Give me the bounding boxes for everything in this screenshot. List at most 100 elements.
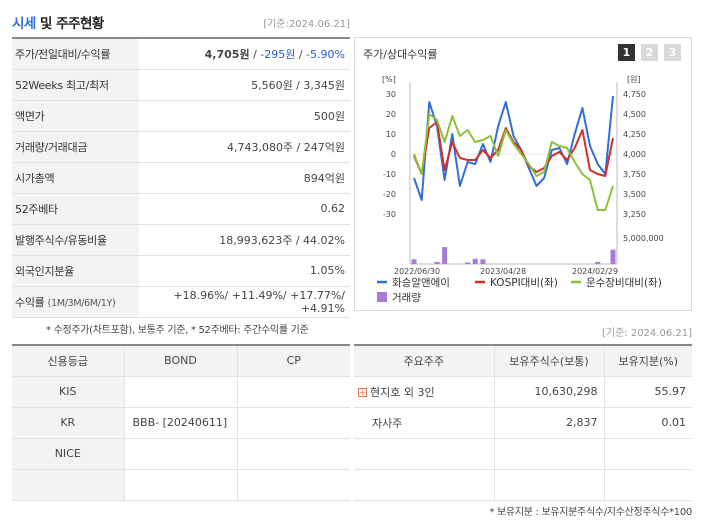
price-change-rate: -5.90% bbox=[306, 47, 345, 61]
quote-value: 5,560원 / 3,345원 bbox=[139, 69, 350, 101]
credit-cp bbox=[237, 469, 350, 501]
left-tick-label: -30 bbox=[383, 210, 396, 219]
quote-value: +18.96%/ +11.49%/ +17.77%/ +4.91% bbox=[139, 286, 350, 318]
quote-label: 주가/전일대비/수익률 bbox=[12, 38, 139, 70]
current-price: 4,705원 bbox=[204, 47, 250, 61]
credit-header: BOND bbox=[124, 345, 238, 377]
series-line bbox=[413, 121, 614, 177]
credit-cp bbox=[237, 438, 350, 470]
credit-row: KR BBB- [20240611] bbox=[12, 407, 350, 439]
quote-value: 18,993,623주 / 44.02% bbox=[139, 224, 350, 256]
left-tick-label: -10 bbox=[383, 170, 396, 179]
holder-shares: 10,630,298 bbox=[494, 376, 605, 408]
return-3m: +11.49% bbox=[231, 288, 283, 302]
left-tick-label: 20 bbox=[386, 110, 396, 119]
right-tick-label: 4,000 bbox=[623, 150, 646, 159]
volume-bar bbox=[411, 259, 417, 264]
quote-row-beta: 52주베타 0.62 bbox=[12, 193, 350, 225]
right-tick-label: 3,500 bbox=[623, 190, 646, 199]
holder-row: 자사주 2,837 0.01 bbox=[354, 407, 692, 439]
holder-ratio: 55.97 bbox=[604, 376, 692, 408]
right-tick-label: 3,250 bbox=[623, 210, 646, 219]
quote-value: 4,705원 / -295원 / -5.90% bbox=[139, 38, 350, 70]
holder-name: 자사주 bbox=[354, 407, 495, 439]
price-chart: [%] [원] 30 20 10 0 -10 -20 -30 4,750 4,500 4,250 4,0… bbox=[377, 75, 664, 304]
volume-tick-label: 5,000,000 bbox=[623, 234, 664, 243]
credit-bond bbox=[124, 438, 238, 470]
series-line bbox=[413, 95, 614, 201]
quote-value: 0.62 bbox=[139, 193, 350, 225]
holders-header-row: 주요주주 보유주식수(보통) 보유지분(%) bbox=[354, 345, 692, 377]
volume-bar bbox=[610, 249, 616, 264]
section-header: 시세 및 주주현황 [기준:2024.06.21] bbox=[12, 10, 350, 34]
right-axis-unit: [원] bbox=[627, 75, 641, 84]
left-tick-label: 0 bbox=[391, 150, 396, 159]
left-axis-unit: [%] bbox=[382, 75, 396, 84]
chart-tab-1[interactable]: 1 bbox=[618, 44, 635, 61]
quote-row-par: 액면가 500원 bbox=[12, 100, 350, 132]
holder-name: 현지호 외 3인 bbox=[370, 385, 435, 399]
holder-ratio: 0.01 bbox=[604, 407, 692, 439]
section-title: 시세 및 주주현황 bbox=[12, 12, 104, 32]
holders-header: 주요주주 bbox=[354, 345, 495, 377]
credit-rating-table: 신용등급 BOND CP KIS KR BBB- [20240611] NICE bbox=[12, 344, 350, 501]
holder-row bbox=[354, 469, 692, 501]
return-6m: +17.77% bbox=[290, 288, 342, 302]
credit-agency bbox=[12, 469, 125, 501]
volume-bar bbox=[434, 261, 440, 264]
quote-value: 1.05% bbox=[139, 255, 350, 287]
x-tick-label: 2023/04/28 bbox=[480, 267, 526, 276]
expand-plus-icon[interactable]: + bbox=[358, 388, 367, 397]
credit-agency: KIS bbox=[12, 376, 125, 408]
holders-header: 보유주식수(보통) bbox=[494, 345, 605, 377]
quote-value: 4,743,080주 / 247억원 bbox=[139, 131, 350, 163]
quote-row-volume: 거래량/거래대금 4,743,080주 / 247억원 bbox=[12, 131, 350, 163]
volume-bar bbox=[472, 258, 478, 264]
legend-swatch bbox=[377, 292, 387, 302]
credit-row bbox=[12, 469, 350, 501]
quote-row-returns: 수익률 (1M/3M/6M/1Y) +18.96%/ +11.49%/ +17.… bbox=[12, 286, 350, 318]
x-tick-label: 2024/02/29 bbox=[572, 267, 618, 276]
major-holders-table: 주요주주 보유주식수(보통) 보유지분(%) + 현지호 외 3인 10,630,… bbox=[354, 344, 692, 501]
title-rest: 및 주주현황 bbox=[35, 16, 104, 32]
quote-row-52week: 52Weeks 최고/최저 5,560원 / 3,345원 bbox=[12, 69, 350, 101]
quote-table: 주가/전일대비/수익률 4,705원 / -295원 / -5.90% 52We… bbox=[12, 37, 350, 318]
quote-row-shares: 발행주식수/유동비율 18,993,623주 / 44.02% bbox=[12, 224, 350, 256]
credit-bond: BBB- [20240611] bbox=[124, 407, 238, 439]
quote-label: 액면가 bbox=[12, 100, 139, 132]
quote-label: 52주베타 bbox=[12, 193, 139, 225]
left-tick-label: 10 bbox=[386, 130, 396, 139]
holders-footnote: * 보유지분 : 보유지분주식수/지수산정주식수*100 bbox=[489, 507, 692, 518]
title-main: 시세 bbox=[12, 16, 36, 32]
chart-title: 주가/상대수익률 bbox=[363, 48, 438, 61]
chart-tab-3[interactable]: 3 bbox=[664, 44, 681, 61]
credit-bond bbox=[124, 469, 238, 501]
chart-tab-2[interactable]: 2 bbox=[641, 44, 658, 61]
credit-agency: NICE bbox=[12, 438, 125, 470]
quote-label: 거래량/거래대금 bbox=[12, 131, 139, 163]
holder-row bbox=[354, 438, 692, 470]
quote-value: 894억원 bbox=[139, 162, 350, 194]
quote-label: 시가총액 bbox=[12, 162, 139, 194]
holder-name-cell[interactable]: + 현지호 외 3인 bbox=[354, 376, 495, 408]
holder-shares bbox=[494, 469, 605, 501]
credit-row: NICE bbox=[12, 438, 350, 470]
right-tick-label: 4,750 bbox=[623, 90, 646, 99]
left-tick-label: 30 bbox=[386, 90, 396, 99]
price-change: -295원 bbox=[260, 47, 296, 61]
quote-row-foreign: 외국인지분율 1.05% bbox=[12, 255, 350, 287]
returns-period: (1M/3M/6M/1Y) bbox=[47, 297, 116, 309]
right-tick-label: 3,750 bbox=[623, 170, 646, 179]
return-1y: +4.91% bbox=[300, 301, 345, 315]
volume-bar bbox=[465, 262, 471, 264]
right-tick-label: 4,250 bbox=[623, 130, 646, 139]
holder-name bbox=[354, 438, 495, 470]
legend-label: 거래량 bbox=[392, 292, 421, 304]
holder-shares: 2,837 bbox=[494, 407, 605, 439]
series-line bbox=[413, 113, 614, 211]
legend-label: KOSPI대비(좌) bbox=[490, 277, 558, 289]
credit-bond bbox=[124, 376, 238, 408]
credit-agency: KR bbox=[12, 407, 125, 439]
